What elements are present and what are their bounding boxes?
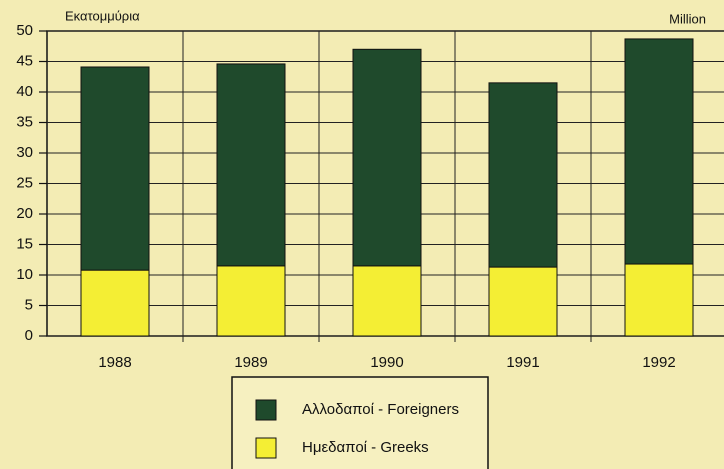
y-tick-label: 50 [16, 22, 33, 39]
y-tick-label: 30 [16, 144, 33, 161]
y-tick-label: 0 [25, 327, 33, 344]
y-tick-label: 15 [16, 235, 33, 252]
bar-segment [216, 63, 286, 267]
bar-segment [352, 48, 422, 267]
y-tick-label: 20 [16, 205, 33, 222]
y-tick-label: 5 [25, 296, 33, 313]
x-tick-label: 1988 [98, 354, 131, 371]
bar-segment [216, 265, 286, 337]
y-axis-label-right: Million [669, 11, 706, 26]
x-tick-label: 1991 [506, 354, 539, 371]
bar-segment [488, 266, 558, 337]
x-tick-label: 1992 [642, 354, 675, 371]
y-tick-label: 25 [16, 174, 33, 191]
y-tick-label: 35 [16, 113, 33, 130]
x-tick-label: 1990 [370, 354, 403, 371]
legend-label: Αλλοδαποί - Foreigners [302, 401, 459, 418]
bar-segment [624, 263, 694, 337]
bar-segment [352, 265, 422, 337]
bar-segment [488, 82, 558, 268]
y-tick-label: 10 [16, 266, 33, 283]
y-tick-label: 40 [16, 83, 33, 100]
bar-segment [80, 66, 150, 271]
legend-label: Ημεδαποί - Greeks [302, 439, 429, 456]
legend-swatch [255, 399, 277, 421]
y-tick-label: 45 [16, 52, 33, 69]
y-axis-label: Εκατομμύρια [65, 8, 140, 23]
bar-segment [80, 269, 150, 337]
legend-swatch [255, 437, 277, 459]
bar-segment [624, 38, 694, 265]
x-tick-label: 1989 [234, 354, 267, 371]
